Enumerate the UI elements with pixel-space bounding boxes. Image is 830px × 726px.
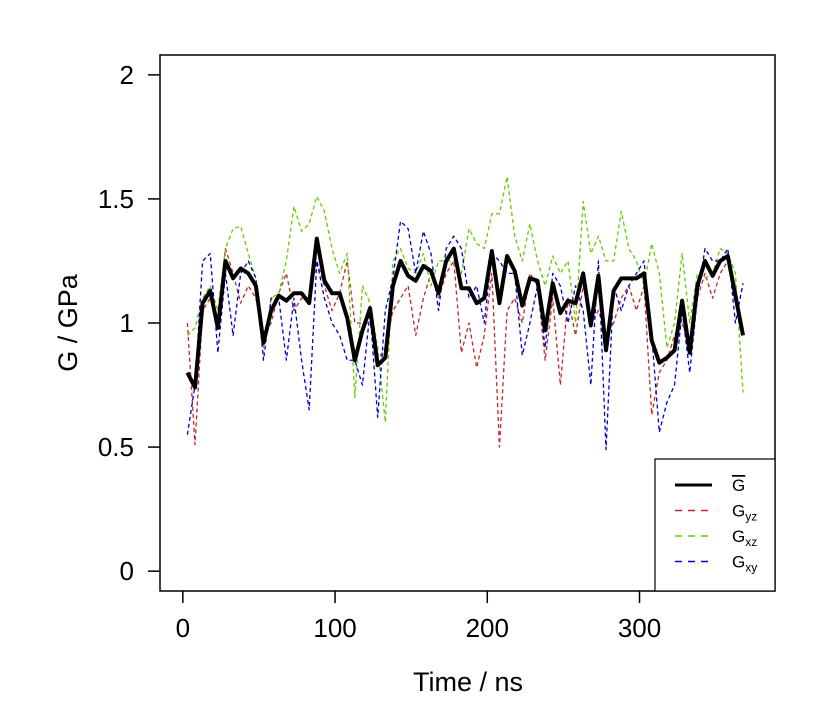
y-axis-label: G / GPa (53, 273, 83, 372)
legend-name: G (732, 476, 745, 495)
legend-label: Gxz (732, 527, 757, 549)
y-tick-label: 2 (120, 60, 134, 90)
x-axis-label: Time / ns (413, 667, 523, 697)
legend-subscript: xy (745, 561, 757, 575)
series-line (186, 175, 744, 423)
x-tick-label: 100 (313, 613, 356, 643)
y-tick-label: 0 (120, 556, 134, 586)
x-tick-label: 200 (466, 613, 509, 643)
legend-name: G (732, 502, 745, 521)
series-line (185, 236, 745, 390)
x-tick-label: 0 (176, 613, 190, 643)
legend-name: G (732, 527, 745, 546)
legend-box (654, 458, 776, 592)
legend-name: G (732, 553, 745, 572)
legend-label: Gxy (732, 553, 757, 575)
legend-label: G (732, 476, 745, 495)
y-tick-label: 0.5 (98, 432, 134, 462)
plot-frame (159, 54, 776, 592)
x-tick-label: 300 (618, 613, 661, 643)
legend-subscript: yz (745, 510, 757, 524)
legend-label: Gyz (732, 502, 757, 524)
y-tick-label: 1 (120, 308, 134, 338)
legend-subscript: xz (745, 535, 757, 549)
y-tick-label: 1.5 (98, 184, 134, 214)
